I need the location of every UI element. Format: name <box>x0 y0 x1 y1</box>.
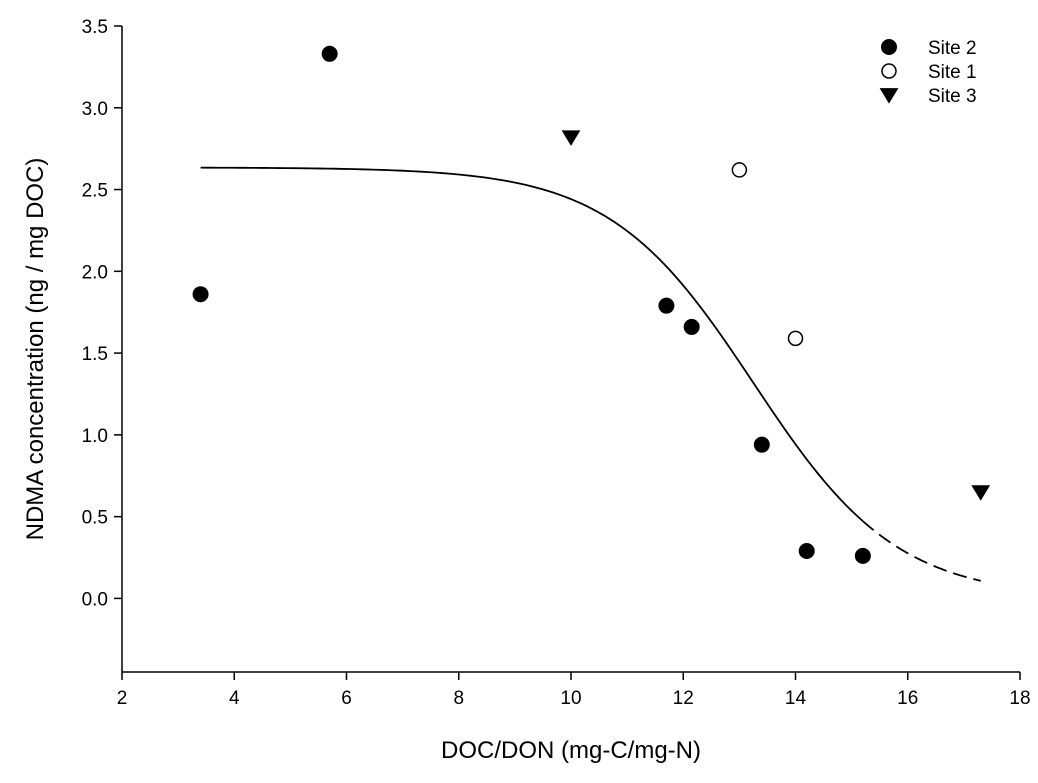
data-point-series-1 <box>753 436 770 453</box>
x-ticks-group: 2 4 6 8 10 12 14 16 18 <box>117 672 1031 709</box>
fit-curve-solid <box>200 166 864 522</box>
x-tick-label: 16 <box>897 688 918 709</box>
y-tick-label: 0.0 <box>82 589 108 610</box>
y-tick-label: 1.5 <box>82 344 108 365</box>
fit-curve-dashed <box>862 520 981 582</box>
data-point-series-1 <box>658 297 675 314</box>
x-tick-label: 18 <box>1009 688 1030 709</box>
legend-label: Site 2 <box>928 38 977 59</box>
legend-marker-series-3 <box>879 88 899 104</box>
data-point-series-1 <box>798 542 815 559</box>
legend-label: Site 1 <box>928 62 977 83</box>
data-point-series-1 <box>683 318 700 335</box>
legend-marker-series-2 <box>881 63 897 79</box>
x-tick-label: 14 <box>785 688 807 709</box>
x-tick-label: 6 <box>341 688 352 709</box>
data-point-series-2 <box>731 162 748 178</box>
y-tick-label: 0.5 <box>82 508 108 529</box>
x-tick-label: 4 <box>229 688 240 709</box>
data-point-series-1 <box>321 45 338 62</box>
data-point-series-3 <box>561 130 581 146</box>
y-tick-label: 1.0 <box>82 426 108 447</box>
data-point-series-2 <box>787 330 804 347</box>
y-ticks-group: 3.5 3.0 2.5 2.0 1.5 1.0 0.5 0.0 <box>82 17 122 610</box>
data-point-series-1 <box>854 547 871 564</box>
x-tick-label: 10 <box>560 688 581 709</box>
legend-label: Site 3 <box>928 86 977 107</box>
legend-marker-series-1 <box>881 39 897 55</box>
y-axis-title: NDMA concentration (ng / mg DOC) <box>22 158 49 541</box>
y-tick-label: 2.0 <box>82 262 108 283</box>
y-tick-label: 3.0 <box>82 99 108 120</box>
x-tick-label: 2 <box>117 688 128 709</box>
x-tick-label: 8 <box>453 688 464 709</box>
data-point-series-1 <box>192 286 209 303</box>
data-points-group <box>192 45 991 564</box>
fit-curve-group <box>200 166 981 582</box>
data-point-series-3 <box>971 485 991 501</box>
x-tick-label: 12 <box>673 688 694 709</box>
legend: Site 2 Site 1 Site 3 <box>879 38 977 107</box>
y-tick-label: 3.5 <box>82 17 108 38</box>
x-axis-title: DOC/DON (mg-C/mg-N) <box>441 737 701 764</box>
y-tick-label: 2.5 <box>82 181 108 202</box>
